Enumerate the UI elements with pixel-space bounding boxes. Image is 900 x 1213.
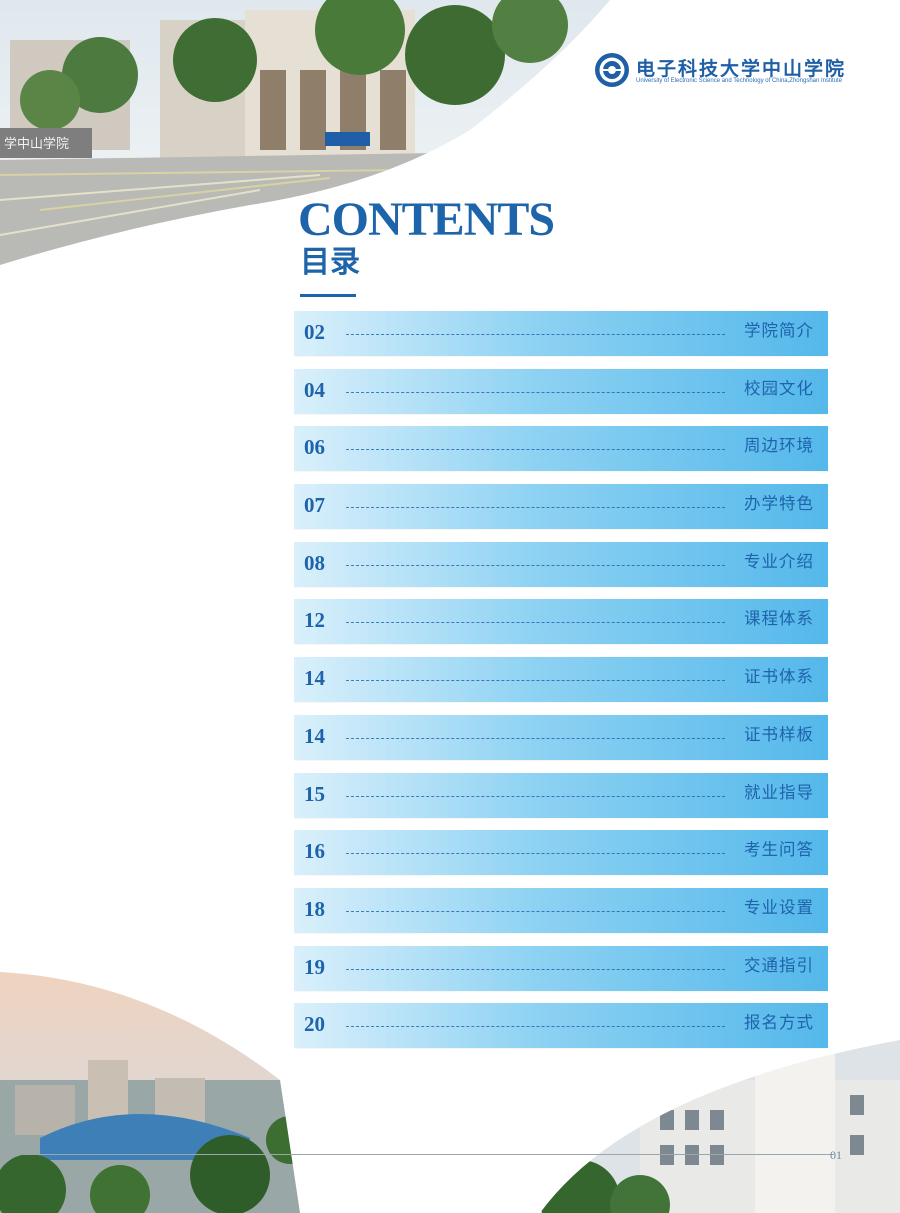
logo-subtitle: University of Electronic Science and Tec…: [636, 78, 843, 84]
toc-item[interactable]: 02 学院简介: [294, 311, 828, 356]
toc-item[interactable]: 14 证书样板: [294, 714, 828, 760]
toc-page-number: 19: [304, 954, 325, 979]
toc-item[interactable]: 18 专业设置: [294, 887, 828, 933]
toc-leader-line: [346, 680, 725, 682]
campus-photo-bottom-right: [540, 1040, 900, 1213]
toc-leader-line: [346, 507, 725, 509]
toc-leader-line: [346, 853, 725, 855]
toc-label: 课程体系: [744, 609, 814, 629]
toc-leader-line: [346, 334, 725, 335]
toc-leader-line: [346, 910, 725, 912]
toc-item[interactable]: 15 就业指导: [294, 772, 828, 818]
toc-leader-line: [346, 449, 725, 451]
toc-page-number: 14: [304, 666, 325, 691]
toc-label: 交通指引: [744, 955, 814, 975]
toc-item[interactable]: 07 办学特色: [294, 484, 828, 530]
university-logo: 电子科技大学中山学院 University of Electronic Scie…: [594, 52, 864, 92]
page-number: 01: [830, 1148, 842, 1162]
toc-item[interactable]: 19 交通指引: [294, 945, 828, 991]
campus-photo-bottom-left: [0, 960, 300, 1213]
toc-leader-line: [346, 795, 725, 797]
toc-page-number: 07: [304, 493, 325, 518]
toc-item[interactable]: 04 校园文化: [294, 368, 828, 414]
toc-item[interactable]: 12 课程体系: [294, 599, 828, 645]
title-underline: [300, 294, 356, 297]
toc-page-number: 12: [304, 608, 325, 633]
toc-label: 证书样板: [744, 724, 814, 744]
toc-label: 专业介绍: [744, 551, 814, 571]
table-of-contents: 02 学院简介 04 校园文化 06 周边环境 07 办学特色 08 专业介绍 12 课程体系 14 证书…: [294, 311, 828, 1061]
logo-name: 电子科技大学中山学院: [636, 58, 847, 80]
footer-line: [12, 1154, 834, 1155]
toc-label: 办学特色: [744, 494, 814, 514]
toc-leader-line: [346, 564, 725, 566]
toc-page-number: 04: [304, 377, 325, 402]
toc-page-number: 06: [304, 435, 325, 460]
toc-page-number: 15: [304, 781, 325, 806]
toc-page-number: 02: [304, 320, 325, 344]
contents-title-chinese: 目录: [300, 245, 360, 280]
toc-item[interactable]: 06 周边环境: [294, 426, 828, 472]
toc-item[interactable]: 16 考生问答: [294, 830, 828, 876]
toc-item[interactable]: 08 专业介绍: [294, 541, 828, 587]
toc-leader-line: [346, 622, 725, 624]
toc-item[interactable]: 20 报名方式: [294, 1003, 828, 1049]
toc-label: 证书体系: [744, 667, 814, 687]
toc-label: 报名方式: [744, 1013, 814, 1033]
toc-page-number: 16: [304, 839, 325, 864]
toc-leader-line: [346, 1026, 725, 1028]
toc-page-number: 18: [304, 896, 325, 921]
toc-item[interactable]: 14 证书体系: [294, 657, 828, 703]
toc-label: 周边环境: [744, 436, 814, 456]
toc-page-number: 08: [304, 550, 325, 575]
toc-page-number: 20: [304, 1012, 325, 1037]
toc-label: 就业指导: [744, 782, 814, 802]
toc-label: 校园文化: [744, 378, 814, 398]
toc-leader-line: [346, 737, 725, 739]
toc-label: 学院简介: [744, 321, 814, 340]
toc-page-number: 14: [304, 723, 325, 748]
toc-leader-line: [346, 391, 725, 393]
university-emblem-icon: [595, 53, 629, 87]
toc-label: 考生问答: [744, 840, 814, 860]
campus-photo-top: 学中山学院: [0, 0, 620, 270]
campus-gate-sign: 学中山学院: [4, 136, 69, 152]
toc-label: 专业设置: [744, 897, 814, 917]
contents-title: CONTENTS: [298, 193, 555, 246]
toc-leader-line: [346, 968, 725, 970]
